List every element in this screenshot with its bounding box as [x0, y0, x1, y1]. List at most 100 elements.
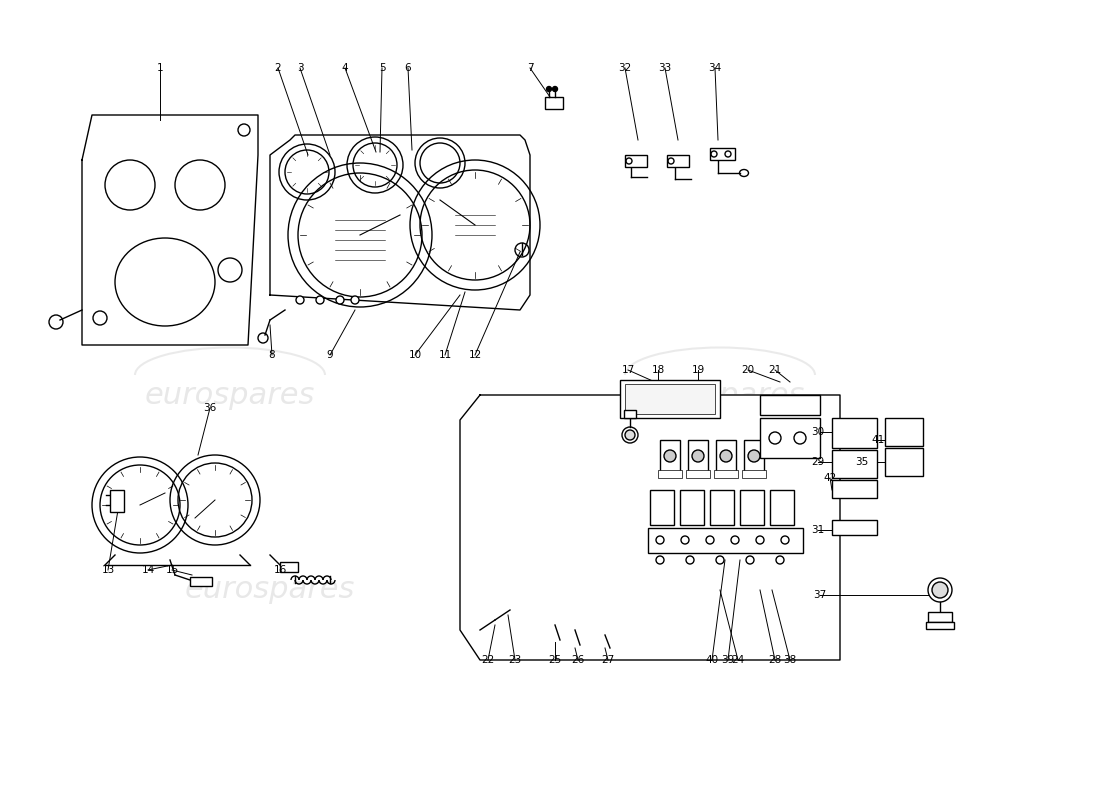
Circle shape [547, 86, 551, 91]
Text: eurospares: eurospares [185, 575, 355, 605]
Circle shape [748, 450, 760, 462]
Text: 37: 37 [813, 590, 826, 600]
Text: 25: 25 [549, 655, 562, 665]
Circle shape [720, 450, 732, 462]
Bar [686, 470, 710, 478]
Text: 21: 21 [769, 365, 782, 375]
Text: 2: 2 [275, 63, 282, 73]
Circle shape [686, 556, 694, 564]
Circle shape [552, 86, 558, 91]
Bar [886, 448, 923, 476]
Text: 23: 23 [508, 655, 521, 665]
Bar [832, 480, 877, 498]
Text: 35: 35 [856, 457, 869, 467]
Circle shape [716, 556, 724, 564]
Text: 4: 4 [342, 63, 349, 73]
Polygon shape [82, 115, 258, 345]
Bar [742, 470, 766, 478]
Bar [660, 440, 680, 472]
Bar [832, 520, 877, 535]
Circle shape [756, 536, 764, 544]
Polygon shape [270, 135, 530, 310]
Bar [710, 148, 735, 160]
Bar [832, 418, 877, 448]
Bar [710, 490, 734, 525]
Bar [667, 155, 689, 167]
Bar [650, 490, 674, 525]
Bar [760, 418, 820, 458]
Bar [688, 440, 708, 472]
Text: 38: 38 [783, 655, 796, 665]
Bar [110, 490, 124, 512]
Text: 1: 1 [156, 63, 163, 73]
Bar [886, 418, 923, 446]
Text: 15: 15 [165, 565, 178, 575]
Text: 16: 16 [274, 565, 287, 575]
Text: eurospares: eurospares [635, 381, 805, 410]
Text: 26: 26 [571, 655, 584, 665]
Text: 18: 18 [651, 365, 664, 375]
Bar [624, 410, 636, 418]
Text: 20: 20 [741, 365, 755, 375]
Text: 10: 10 [408, 350, 421, 360]
Text: 42: 42 [824, 473, 837, 483]
Bar [926, 622, 954, 629]
Polygon shape [460, 395, 840, 660]
Text: 40: 40 [705, 655, 718, 665]
Circle shape [932, 582, 948, 598]
Text: 9: 9 [327, 350, 333, 360]
Circle shape [692, 450, 704, 462]
Circle shape [351, 296, 359, 304]
Text: 8: 8 [268, 350, 275, 360]
Circle shape [296, 296, 304, 304]
Bar [744, 440, 764, 472]
Text: 32: 32 [618, 63, 631, 73]
Text: 33: 33 [659, 63, 672, 73]
Bar [620, 380, 721, 418]
Bar [658, 470, 682, 478]
Bar [928, 612, 952, 622]
Bar [714, 470, 738, 478]
Text: 6: 6 [405, 63, 411, 73]
Circle shape [656, 536, 664, 544]
Bar [716, 440, 736, 472]
Circle shape [625, 430, 635, 440]
Text: 7: 7 [527, 63, 534, 73]
Text: 3: 3 [297, 63, 304, 73]
Text: 39: 39 [722, 655, 735, 665]
Text: 17: 17 [621, 365, 635, 375]
Circle shape [656, 556, 664, 564]
Text: 28: 28 [769, 655, 782, 665]
Bar [680, 490, 704, 525]
Bar [770, 490, 794, 525]
Text: 41: 41 [871, 435, 884, 445]
Text: 11: 11 [439, 350, 452, 360]
Circle shape [776, 556, 784, 564]
Circle shape [732, 536, 739, 544]
Circle shape [781, 536, 789, 544]
Circle shape [316, 296, 324, 304]
Circle shape [664, 450, 676, 462]
Bar [832, 450, 877, 478]
Text: 14: 14 [142, 565, 155, 575]
Bar [740, 490, 764, 525]
Circle shape [706, 536, 714, 544]
Text: 31: 31 [812, 525, 825, 535]
Text: eurospares: eurospares [145, 381, 316, 410]
Circle shape [746, 556, 754, 564]
Bar [544, 97, 563, 109]
Text: 34: 34 [708, 63, 722, 73]
Bar [760, 395, 820, 415]
Text: 22: 22 [482, 655, 495, 665]
Text: 24: 24 [732, 655, 745, 665]
Text: 29: 29 [812, 457, 825, 467]
Bar [625, 384, 715, 414]
Text: 36: 36 [204, 403, 217, 413]
Bar [625, 155, 647, 167]
Text: 13: 13 [101, 565, 114, 575]
Circle shape [336, 296, 344, 304]
Text: 12: 12 [469, 350, 482, 360]
Text: 27: 27 [602, 655, 615, 665]
Text: 5: 5 [378, 63, 385, 73]
Circle shape [681, 536, 689, 544]
